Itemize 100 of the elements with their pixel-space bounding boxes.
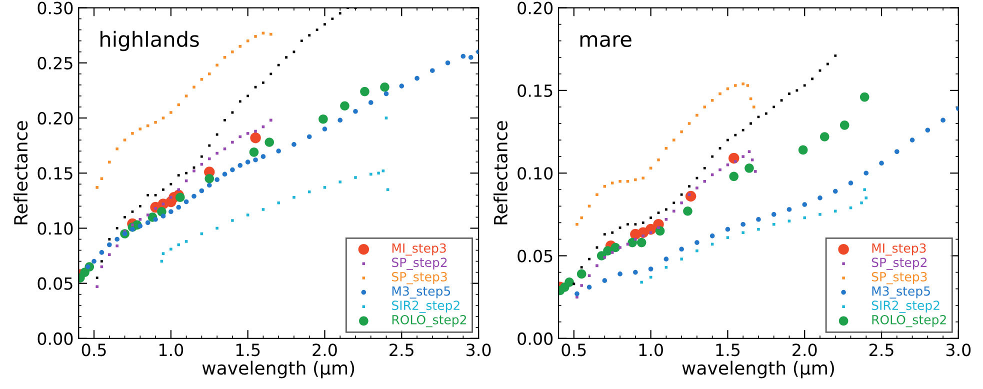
point (253, 157, 258, 162)
point (249, 148, 259, 157)
point (711, 155, 714, 158)
point (564, 278, 574, 287)
point (754, 170, 757, 173)
point (802, 202, 808, 207)
point (308, 34, 311, 37)
point (588, 274, 591, 277)
point (354, 176, 357, 179)
point (277, 201, 280, 204)
point (576, 222, 578, 226)
point (96, 276, 98, 280)
point (703, 166, 706, 170)
point (742, 231, 744, 234)
point (322, 126, 328, 132)
point (184, 199, 189, 204)
y-tick-label: 0.05 (38, 277, 72, 290)
x-axis-title: wavelength (μm) (202, 360, 354, 378)
point (679, 246, 684, 252)
point (820, 132, 830, 142)
point (414, 76, 420, 81)
point (696, 114, 698, 117)
point (586, 284, 592, 290)
point (177, 103, 180, 106)
point (184, 240, 188, 243)
point (170, 182, 172, 186)
point (206, 182, 212, 188)
point (634, 223, 637, 226)
point (168, 209, 174, 214)
point (270, 32, 272, 36)
point (685, 190, 696, 202)
point (864, 196, 868, 200)
point (703, 106, 706, 108)
x-tick-label: 0.5 (82, 344, 106, 356)
point (729, 172, 739, 182)
point (262, 32, 265, 35)
point (204, 174, 214, 184)
point (848, 180, 854, 186)
point (246, 214, 250, 216)
point (170, 248, 172, 251)
point (648, 266, 654, 272)
point (910, 138, 915, 142)
y-axis-title: Reflectance (494, 121, 508, 224)
legend-label: ROLO_step2 (872, 314, 946, 328)
point (642, 234, 645, 238)
point (114, 236, 120, 242)
point (726, 236, 730, 239)
point (734, 84, 737, 87)
y-tick-label: 0.20 (38, 112, 73, 125)
x-tick-label: 1.5 (716, 344, 740, 356)
point (116, 244, 118, 248)
point (200, 155, 203, 158)
legend-label: SP_step3 (392, 272, 447, 284)
point (131, 132, 134, 135)
point (718, 168, 722, 172)
x-tick-label: 2.5 (390, 344, 414, 356)
point (399, 84, 404, 88)
point (277, 64, 280, 66)
point (925, 128, 930, 133)
point (746, 84, 750, 87)
point (834, 210, 837, 213)
point (106, 242, 112, 248)
point (231, 219, 234, 222)
y-tick-label: 0.25 (38, 56, 72, 70)
point (192, 194, 196, 199)
point (756, 216, 761, 222)
annotation: mare (580, 35, 632, 48)
point (170, 196, 172, 199)
point (377, 172, 380, 174)
point (596, 193, 598, 196)
point (214, 177, 220, 182)
point (353, 108, 358, 114)
legend-label: M3_step5 (872, 286, 930, 299)
point (696, 176, 698, 180)
point (292, 196, 296, 199)
y-tick-label: 0.15 (38, 167, 72, 180)
point (894, 149, 900, 154)
y-tick-label: 0.05 (518, 250, 552, 262)
point (276, 148, 281, 154)
legend-label: M3_step5 (392, 286, 450, 299)
point (786, 207, 792, 212)
point (430, 68, 435, 74)
point (250, 132, 261, 144)
point (574, 291, 580, 296)
point (734, 160, 737, 163)
annotation: highlands (100, 30, 199, 52)
point (146, 194, 150, 196)
point (184, 94, 188, 98)
point (750, 158, 754, 162)
point (116, 147, 118, 150)
point (863, 188, 866, 192)
point (634, 238, 637, 241)
point (216, 226, 218, 230)
point (742, 128, 744, 132)
point (864, 170, 869, 176)
point (672, 210, 676, 213)
x-tick-label: 0.5 (562, 344, 586, 356)
point (603, 246, 612, 256)
point (796, 89, 798, 92)
point (811, 78, 814, 80)
